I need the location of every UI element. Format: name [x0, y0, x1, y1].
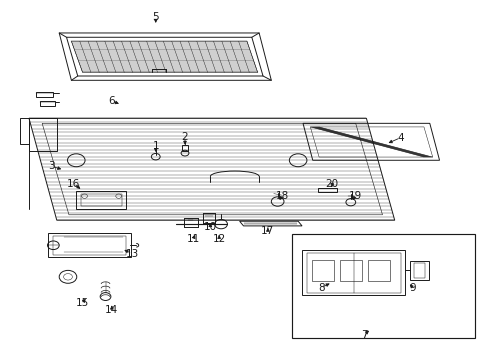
Text: 12: 12: [212, 234, 225, 244]
Text: 11: 11: [186, 234, 200, 244]
Text: 10: 10: [203, 222, 217, 232]
Text: 15: 15: [76, 298, 89, 308]
Bar: [367, 260, 389, 281]
Text: 13: 13: [125, 248, 139, 258]
Text: 19: 19: [348, 191, 362, 201]
Text: 2: 2: [182, 132, 188, 142]
Bar: [311, 260, 333, 281]
Text: 7: 7: [360, 330, 366, 340]
Bar: [339, 260, 361, 281]
Text: 3: 3: [48, 161, 55, 171]
Text: 20: 20: [325, 179, 338, 189]
Text: 14: 14: [105, 305, 118, 315]
Text: 6: 6: [108, 96, 115, 106]
Text: 9: 9: [408, 283, 415, 293]
Circle shape: [151, 153, 160, 160]
Bar: [292, 234, 474, 338]
Text: 18: 18: [275, 191, 288, 201]
Text: 16: 16: [67, 179, 81, 189]
Text: 4: 4: [396, 133, 403, 143]
Text: 5: 5: [152, 12, 159, 22]
Text: 8: 8: [318, 283, 324, 293]
Text: 1: 1: [152, 141, 159, 151]
Text: 17: 17: [261, 226, 274, 236]
